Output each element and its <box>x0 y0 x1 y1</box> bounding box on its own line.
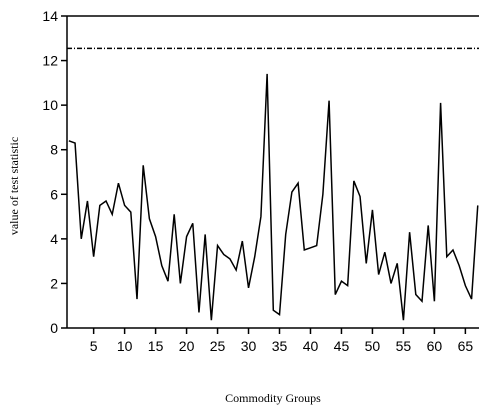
x-tick-label: 5 <box>90 338 98 354</box>
y-tick-label: 14 <box>42 8 58 24</box>
y-tick-label: 0 <box>50 320 58 336</box>
x-tick-label: 25 <box>210 338 226 354</box>
x-tick-label: 50 <box>365 338 381 354</box>
y-tick-label: 4 <box>50 231 58 247</box>
data-line <box>68 73 479 321</box>
y-axis-label: value of test statistic <box>7 137 21 235</box>
y-tick-label: 2 <box>50 275 58 291</box>
x-axis-label: Commodity Groups <box>225 391 321 405</box>
x-tick-label: 10 <box>117 338 133 354</box>
y-tick-label: 8 <box>50 142 58 158</box>
x-tick-label: 15 <box>148 338 164 354</box>
y-tick-label: 6 <box>50 186 58 202</box>
y-tick-label: 10 <box>42 97 58 113</box>
x-tick-label: 35 <box>272 338 288 354</box>
y-tick-label: 12 <box>42 53 58 69</box>
x-tick-label: 65 <box>458 338 474 354</box>
x-tick-label: 20 <box>179 338 195 354</box>
x-tick-label: 60 <box>427 338 443 354</box>
x-tick-label: 30 <box>241 338 257 354</box>
x-tick-label: 55 <box>396 338 412 354</box>
x-tick-label: 45 <box>334 338 350 354</box>
x-tick-label: 40 <box>303 338 319 354</box>
